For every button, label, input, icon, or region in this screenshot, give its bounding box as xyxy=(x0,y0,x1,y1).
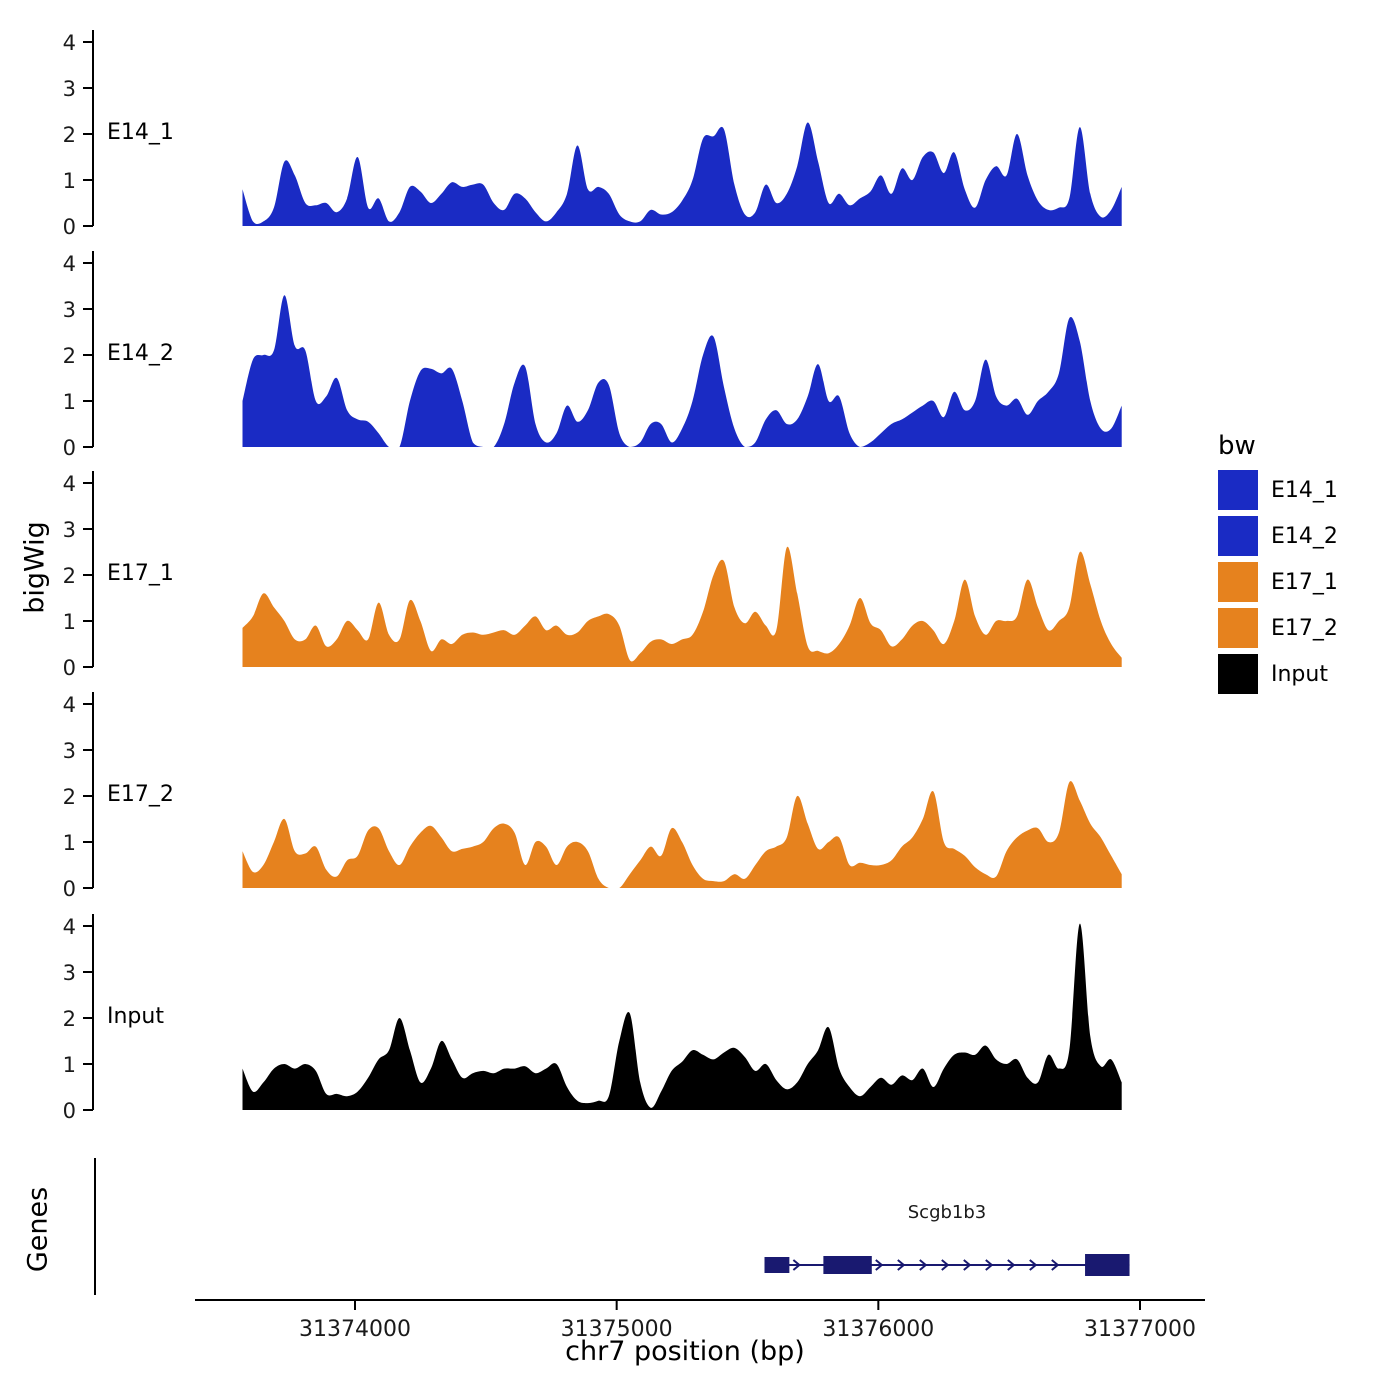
legend-item-label: E14_1 xyxy=(1271,477,1338,503)
legend-key-icon xyxy=(1218,654,1258,694)
legend-key-icon xyxy=(1218,562,1258,602)
gene-exon xyxy=(823,1256,872,1274)
coverage-area-E17_1 xyxy=(242,546,1122,667)
y-axis-tick-label: 4 xyxy=(63,693,76,717)
strand-arrow-icon xyxy=(963,1259,972,1271)
legend-item-label: E14_2 xyxy=(1271,523,1338,549)
strand-arrow-icon xyxy=(985,1259,994,1271)
legend-item-E17_1: E17_1 xyxy=(1218,562,1338,602)
strand-arrow-icon xyxy=(919,1259,928,1271)
x-axis-title: chr7 position (bp) xyxy=(565,1336,805,1367)
track-panel-E17_2: 0 1 2 3 4 xyxy=(63,692,1122,901)
legend-key-icon xyxy=(1218,608,1258,648)
legend-title: bw xyxy=(1218,431,1256,461)
y-axis-tick-label: 3 xyxy=(63,739,76,763)
track-label-E17_2: E17_2 xyxy=(107,782,174,807)
coverage-area-E17_2 xyxy=(242,781,1122,888)
y-axis-tick-label: 2 xyxy=(63,1007,76,1031)
strand-arrow-icon xyxy=(875,1259,884,1271)
legend: E14_1 E14_2 E17_1 E17_2 Input xyxy=(1218,470,1338,700)
track-panel-Input: 0 1 2 3 4 xyxy=(63,914,1122,1123)
y-axis-tick-label: 2 xyxy=(63,564,76,588)
y-axis-tick-label: 2 xyxy=(63,123,76,147)
coverage-area-Input xyxy=(242,923,1122,1110)
track-panel-E14_2: 0 1 2 3 4 xyxy=(63,251,1122,460)
y-axis-tick-label: 4 xyxy=(63,252,76,276)
y-axis-tick-label: 3 xyxy=(63,298,76,322)
y-axis-tick-label: 1 xyxy=(63,1053,76,1077)
x-axis-tick-label: 31377000 xyxy=(1084,1317,1196,1342)
y-axis-title: bigWig xyxy=(19,521,51,614)
gene-exon xyxy=(1085,1254,1130,1276)
track-label-E17_1: E17_1 xyxy=(107,561,174,586)
legend-item-E14_2: E14_2 xyxy=(1218,516,1338,556)
legend-key-icon xyxy=(1218,516,1258,556)
y-axis-tick-label: 4 xyxy=(63,31,76,55)
y-axis-tick-label: 0 xyxy=(63,656,76,680)
y-axis-tick-label: 2 xyxy=(63,344,76,368)
y-axis-tick-label: 0 xyxy=(63,215,76,239)
y-axis-tick-label: 4 xyxy=(63,472,76,496)
strand-arrow-icon xyxy=(941,1259,950,1271)
legend-item-Input: Input xyxy=(1218,654,1338,694)
y-axis-tick-label: 3 xyxy=(63,77,76,101)
x-axis-tick-label: 31375000 xyxy=(561,1317,673,1342)
y-axis-tick-label: 1 xyxy=(63,390,76,414)
y-axis-tick-label: 1 xyxy=(63,610,76,634)
legend-item-label: Input xyxy=(1271,661,1328,687)
x-axis-tick-label: 31374000 xyxy=(299,1317,411,1342)
y-axis-tick-label: 0 xyxy=(63,436,76,460)
legend-item-E14_1: E14_1 xyxy=(1218,470,1338,510)
y-axis-tick-label: 3 xyxy=(63,518,76,542)
legend-item-label: E17_1 xyxy=(1271,569,1338,595)
strand-arrow-icon xyxy=(1007,1259,1016,1271)
legend-item-label: E17_2 xyxy=(1271,615,1338,641)
y-axis-tick-label: 1 xyxy=(63,831,76,855)
gene-name-label: Scgb1b3 xyxy=(908,1202,987,1223)
genes-panel: Scgb1b3 xyxy=(94,1158,1130,1295)
strand-arrow-icon xyxy=(792,1259,801,1271)
x-axis: 31374000 31375000 31376000 31377000 xyxy=(195,1299,1205,1342)
strand-arrow-icon xyxy=(897,1259,906,1271)
track-label-E14_2: E14_2 xyxy=(107,341,174,366)
strand-arrow-icon xyxy=(1029,1259,1038,1271)
y-axis-tick-label: 0 xyxy=(63,877,76,901)
track-label-E14_1: E14_1 xyxy=(107,120,174,145)
coverage-area-E14_1 xyxy=(242,122,1122,226)
track-panel-E17_1: 0 1 2 3 4 xyxy=(63,471,1122,680)
track-panel-E14_1: 0 1 2 3 4 xyxy=(63,30,1122,239)
y-axis-tick-label: 3 xyxy=(63,961,76,985)
track-label-Input: Input xyxy=(107,1004,164,1029)
y-axis-tick-label: 2 xyxy=(63,785,76,809)
y-axis-tick-label: 4 xyxy=(63,915,76,939)
y-axis-tick-label: 0 xyxy=(63,1099,76,1123)
legend-key-icon xyxy=(1218,470,1258,510)
coverage-area-E14_2 xyxy=(242,295,1122,447)
strand-arrow-icon xyxy=(1051,1259,1060,1271)
gene-exon xyxy=(764,1257,790,1273)
y-axis-tick-label: 1 xyxy=(63,169,76,193)
genes-panel-title: Genes xyxy=(22,1186,54,1273)
x-axis-tick-label: 31376000 xyxy=(822,1317,934,1342)
legend-item-E17_2: E17_2 xyxy=(1218,608,1338,648)
